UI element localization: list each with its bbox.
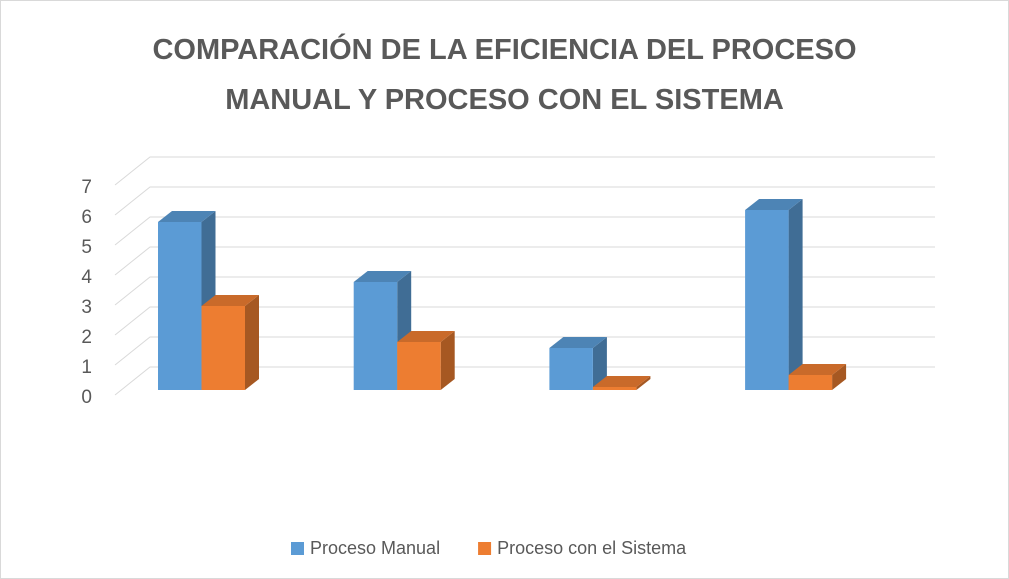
bar-top <box>201 295 259 306</box>
bar <box>549 337 607 390</box>
bar <box>201 295 259 390</box>
grid-line <box>114 246 935 276</box>
bar-front <box>745 210 789 390</box>
chart-title: MANUAL Y PROCESO CON EL SISTEMA <box>225 84 784 116</box>
bar-side <box>636 376 651 390</box>
bar-top <box>158 211 216 222</box>
y-tick-label: 6 <box>81 207 92 228</box>
bar-front <box>158 222 202 390</box>
bar <box>745 199 803 390</box>
bar-top <box>397 331 455 342</box>
legend-swatch <box>291 542 304 555</box>
bar-front <box>549 348 593 390</box>
y-tick-label: 0 <box>81 387 92 408</box>
bar-front <box>788 375 833 390</box>
grid-line <box>114 306 935 336</box>
legend-swatch <box>478 542 492 555</box>
bar-front <box>201 306 245 390</box>
grid-line <box>114 156 935 186</box>
grid-line <box>114 216 935 246</box>
bar-front <box>397 342 441 390</box>
bar-top <box>745 199 803 210</box>
bar <box>397 331 455 390</box>
bar-top <box>353 271 412 282</box>
grid-line <box>114 336 935 366</box>
bar-side <box>832 364 847 390</box>
y-tick-label: 1 <box>81 357 92 378</box>
bar-side <box>440 331 455 390</box>
bar <box>788 364 847 390</box>
legend-label: Proceso Manual <box>310 538 440 558</box>
bar-side <box>245 295 259 390</box>
bar-side <box>788 199 803 390</box>
y-tick-label: 5 <box>81 237 92 258</box>
bar-top <box>592 376 651 387</box>
bar <box>592 376 651 390</box>
y-tick-label: 2 <box>81 327 92 348</box>
chart-title: COMPARACIÓN DE LA EFICIENCIA DEL PROCESO <box>152 34 857 66</box>
y-tick-label: 4 <box>81 267 92 288</box>
bar-top <box>549 337 607 348</box>
grid-line <box>114 366 935 396</box>
grid-line <box>114 186 935 216</box>
bar-side <box>592 337 607 390</box>
legend-label: Proceso con el Sistema <box>497 538 687 558</box>
y-tick-label: 7 <box>81 177 92 198</box>
bar-top <box>788 364 847 375</box>
grid-line <box>114 276 935 306</box>
bar-front <box>353 282 398 390</box>
y-tick-label: 3 <box>81 297 92 318</box>
bar-front <box>592 387 637 390</box>
